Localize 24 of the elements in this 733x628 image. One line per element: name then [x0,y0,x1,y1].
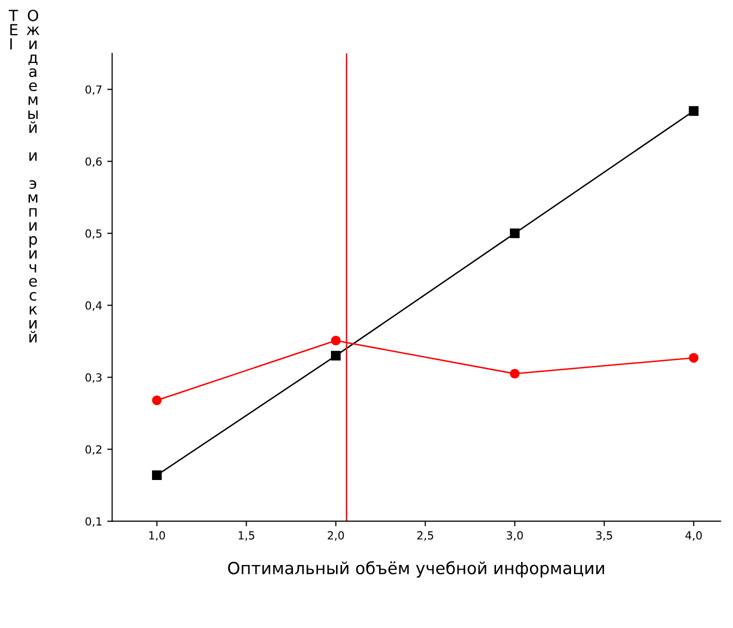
point [330,336,341,346]
y-tick-label: 0,2 [85,445,102,455]
x-tick-label: 3,5 [596,531,612,541]
point [152,470,162,480]
text: ТЕI Ожидаемый и эмпирический [8,10,40,342]
x-tick-label: 4,0 [685,531,702,541]
x-tick-label: 2,0 [328,531,344,541]
x-axis-title: Оптимальный объём учебной информации [228,561,604,578]
y-tick-label: 0,1 [85,517,102,527]
y-tick-label: 0,7 [85,85,102,95]
point [330,350,341,361]
y-tick-label: 0,6 [85,157,102,167]
x-tick-label: 2,5 [417,531,434,541]
point [688,352,699,363]
y-tick-label: 0,3 [85,373,102,383]
y-tick-label: 0,5 [85,229,102,239]
point [510,228,520,238]
point [688,106,699,116]
point [152,395,162,406]
point [510,368,520,379]
x-tick-label: 1,5 [238,531,254,541]
x-tick-label: 1,0 [149,531,165,541]
x-tick-label: 3,0 [506,531,523,541]
y-tick-label: 0,4 [85,301,102,311]
